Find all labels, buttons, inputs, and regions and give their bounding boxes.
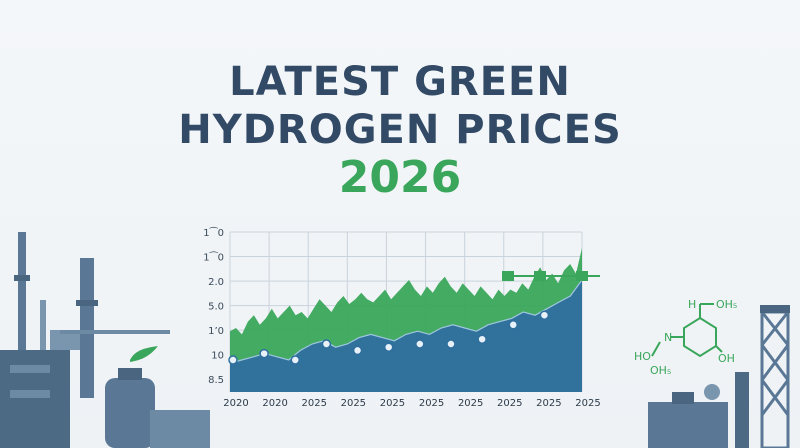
headline-line-2: HYDROGEN PRICES bbox=[178, 107, 622, 153]
series-area-blue bbox=[230, 280, 582, 392]
headline-title: LATEST GREEN HYDROGEN PRICES bbox=[0, 58, 800, 154]
data-point-marker bbox=[290, 355, 301, 365]
y-tick-label: 2.0 bbox=[208, 277, 224, 288]
price-chart: 1⁀0 1⁀0 2.0 5.0 1’0 10 8.5 2020 2020 2025 2025 2025… bbox=[203, 226, 600, 409]
left-factory-illustration bbox=[0, 232, 210, 448]
green-square-marker bbox=[502, 271, 514, 281]
x-tick-label: 2025 bbox=[380, 398, 405, 409]
molecule-illustration bbox=[651, 303, 723, 358]
x-tick-label: 2025 bbox=[458, 398, 483, 409]
y-tick-label: 1’0 bbox=[208, 326, 224, 337]
x-tick-label: 2025 bbox=[575, 398, 600, 409]
x-tick-label: 2025 bbox=[341, 398, 366, 409]
x-tick-label: 2020 bbox=[262, 398, 287, 409]
molecule-label-left: HO bbox=[634, 350, 651, 363]
x-tick-label: 2025 bbox=[536, 398, 561, 409]
molecule-label-h: H bbox=[688, 298, 696, 311]
data-point-marker bbox=[539, 310, 550, 320]
series-line-blue bbox=[229, 279, 583, 364]
data-point-marker bbox=[228, 355, 238, 365]
right-factory-illustration bbox=[648, 305, 790, 448]
headline-line-1: LATEST GREEN bbox=[229, 59, 571, 105]
data-point-marker bbox=[352, 345, 363, 356]
molecule-labels: OH₅ H N HO OH₅ OH bbox=[634, 298, 737, 377]
y-tick-label: 5.0 bbox=[208, 302, 224, 313]
data-point-marker bbox=[321, 339, 332, 349]
molecule-label-right: OH bbox=[718, 352, 735, 365]
green-square-marker bbox=[576, 271, 588, 281]
molecule-label-n: N bbox=[664, 331, 672, 344]
y-tick-label: 10 bbox=[211, 351, 224, 362]
data-point-marker bbox=[259, 348, 269, 359]
headline-year: 2026 bbox=[338, 152, 462, 203]
data-point-marker bbox=[446, 339, 456, 349]
x-tick-label: 2025 bbox=[301, 398, 326, 409]
green-square-marker bbox=[534, 271, 546, 281]
data-point-marker bbox=[508, 320, 519, 330]
y-tick-label: 8.5 bbox=[208, 375, 224, 386]
x-tick-label: 2020 bbox=[223, 398, 248, 409]
data-point-marker bbox=[415, 339, 425, 349]
y-tick-label: 1⁀0 bbox=[203, 226, 224, 239]
molecule-label-top: OH₅ bbox=[716, 298, 737, 311]
y-tick-label: 1⁀0 bbox=[203, 251, 224, 264]
molecule-label-bottom: OH₅ bbox=[650, 364, 671, 377]
data-point-marker bbox=[383, 342, 394, 352]
data-point-marker bbox=[477, 334, 487, 344]
x-tick-label: 2025 bbox=[419, 398, 444, 409]
x-tick-label: 2025 bbox=[497, 398, 522, 409]
